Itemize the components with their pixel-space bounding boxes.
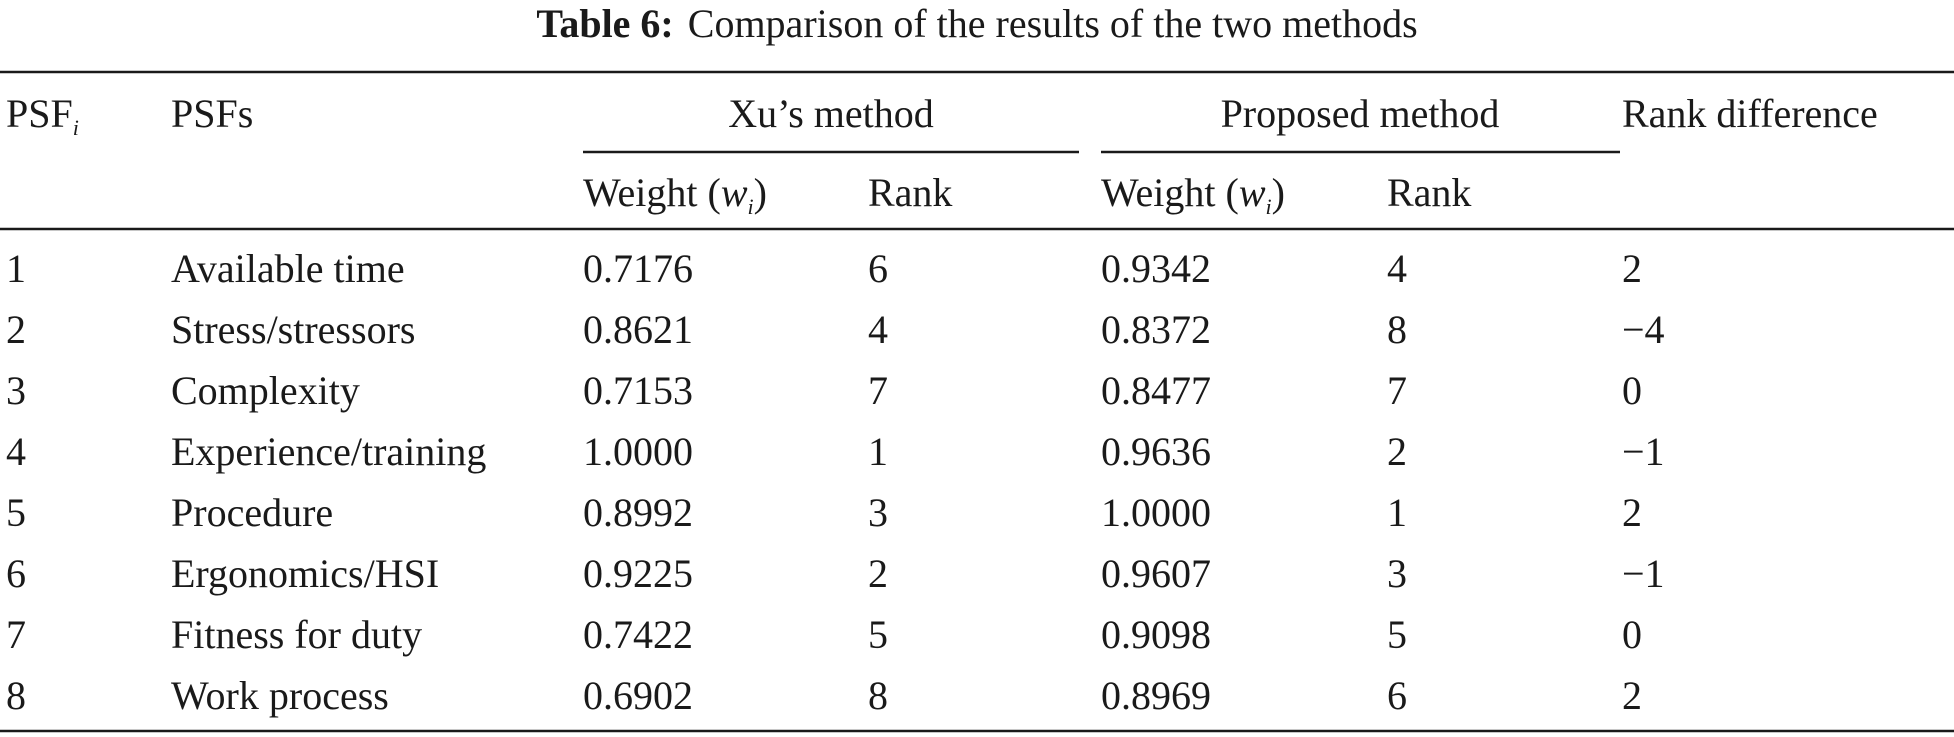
cell-weight: 0.7176	[583, 246, 693, 291]
cell-rank: 8	[868, 673, 888, 718]
cell-rank: 6	[868, 246, 888, 291]
cell-psf: Procedure	[171, 490, 333, 535]
subscript: i	[748, 194, 754, 219]
cell-rank: 2	[868, 551, 888, 596]
cell-rank: 6	[1387, 673, 1407, 718]
header-rank: Rank	[1387, 170, 1471, 215]
cell-rank: 3	[1387, 551, 1407, 596]
cell-weight: 0.9636	[1101, 429, 1211, 474]
header-proposed: Proposed method	[1221, 91, 1500, 136]
cell-rank-difference: −1	[1622, 429, 1665, 474]
cell-weight: 0.8477	[1101, 368, 1211, 413]
math-var: w	[1239, 170, 1266, 215]
header-text: )	[1272, 170, 1285, 215]
cell-rank: 7	[868, 368, 888, 413]
header-weight: Weight (wi)	[1101, 170, 1285, 219]
cell-rank-difference: 0	[1622, 368, 1642, 413]
cell-rank: 5	[1387, 612, 1407, 657]
cell-psf: Ergonomics/HSI	[171, 551, 439, 596]
header-psf: PSFi	[6, 91, 79, 140]
subscript: i	[1266, 194, 1272, 219]
cell-index: 3	[6, 368, 26, 413]
cell-psf: Stress/stressors	[171, 307, 415, 352]
cell-psf: Complexity	[171, 368, 360, 413]
cell-weight: 0.8372	[1101, 307, 1211, 352]
cell-weight: 0.6902	[583, 673, 693, 718]
cell-weight: 0.7153	[583, 368, 693, 413]
caption-label: Table 6:	[536, 1, 673, 46]
header-text: PSF	[6, 91, 73, 136]
cell-rank-difference: 2	[1622, 673, 1642, 718]
cell-psf: Available time	[171, 246, 405, 291]
subscript: i	[73, 115, 79, 140]
header-text: Weight (	[583, 170, 721, 215]
header-rank-difference: Rank difference	[1622, 91, 1878, 136]
cell-psf: Work process	[171, 673, 389, 718]
cell-rank: 2	[1387, 429, 1407, 474]
cell-index: 8	[6, 673, 26, 718]
cell-weight: 0.8621	[583, 307, 693, 352]
header-psfs: PSFs	[171, 91, 253, 136]
cell-rank: 3	[868, 490, 888, 535]
cell-weight: 0.9225	[583, 551, 693, 596]
cell-rank-difference: −4	[1622, 307, 1665, 352]
cell-index: 5	[6, 490, 26, 535]
cell-rank: 5	[868, 612, 888, 657]
table-caption: Table 6: Comparison of the results of the…	[536, 1, 1417, 46]
cell-rank: 1	[1387, 490, 1407, 535]
header-rank: Rank	[868, 170, 952, 215]
caption-text: Comparison of the results of the two met…	[688, 1, 1418, 46]
math-var: w	[721, 170, 748, 215]
cell-rank-difference: 2	[1622, 246, 1642, 291]
header-xu: Xu’s method	[728, 91, 934, 136]
cell-index: 2	[6, 307, 26, 352]
cell-weight: 0.9607	[1101, 551, 1211, 596]
header-text: Weight (	[1101, 170, 1239, 215]
cell-rank: 4	[868, 307, 888, 352]
cell-weight: 0.9342	[1101, 246, 1211, 291]
cell-rank: 8	[1387, 307, 1407, 352]
cell-rank: 1	[868, 429, 888, 474]
cell-psf: Fitness for duty	[171, 612, 422, 657]
cell-rank-difference: −1	[1622, 551, 1665, 596]
cell-rank: 7	[1387, 368, 1407, 413]
cell-rank-difference: 2	[1622, 490, 1642, 535]
cell-weight: 0.9098	[1101, 612, 1211, 657]
cell-index: 4	[6, 429, 26, 474]
cell-index: 1	[6, 246, 26, 291]
cell-weight: 0.7422	[583, 612, 693, 657]
cell-index: 7	[6, 612, 26, 657]
cell-rank-difference: 0	[1622, 612, 1642, 657]
cell-weight: 0.8992	[583, 490, 693, 535]
header-text: )	[754, 170, 767, 215]
cell-weight: 1.0000	[1101, 490, 1211, 535]
header-weight: Weight (wi)	[583, 170, 767, 219]
cell-rank: 4	[1387, 246, 1407, 291]
cell-psf: Experience/training	[171, 429, 486, 474]
cell-index: 6	[6, 551, 26, 596]
cell-weight: 0.8969	[1101, 673, 1211, 718]
cell-weight: 1.0000	[583, 429, 693, 474]
